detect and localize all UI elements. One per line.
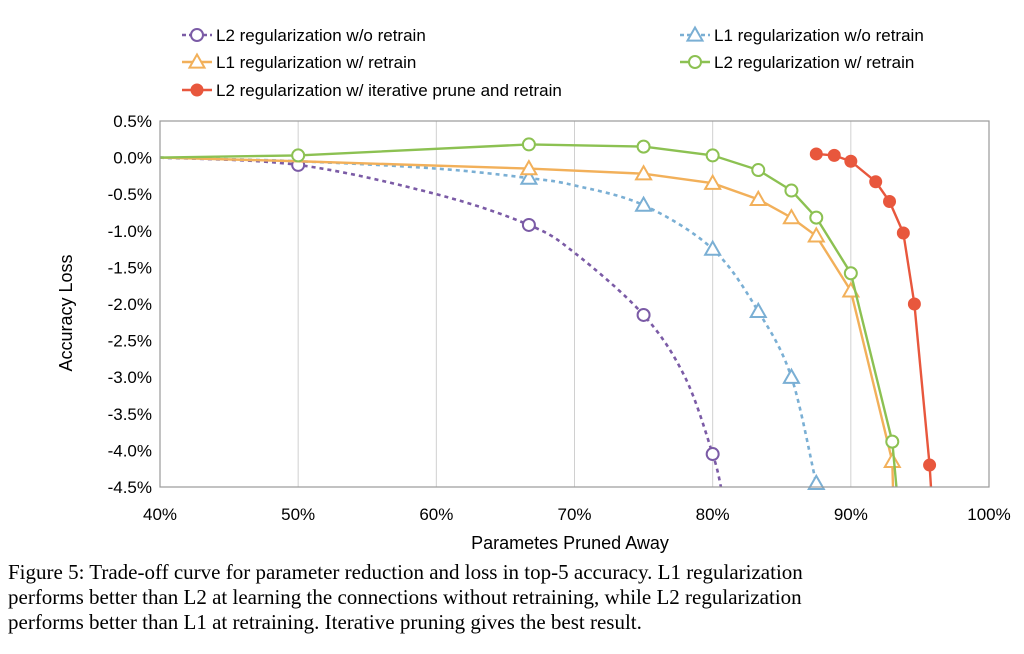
data-point	[751, 163, 766, 178]
data-point	[749, 189, 768, 206]
data-point	[883, 451, 902, 469]
data-point	[896, 226, 910, 240]
data-point	[827, 148, 841, 162]
chart-grid	[297, 121, 852, 487]
y-tick-label: 0.0%	[113, 149, 152, 168]
series-line	[160, 156, 723, 487]
data-point	[703, 239, 722, 256]
x-tick-label: 50%	[281, 505, 315, 524]
series-2	[160, 156, 826, 490]
legend-swatch-marker	[190, 83, 204, 97]
series-line	[816, 152, 933, 487]
y-tick-label: -1.5%	[108, 258, 152, 277]
y-tick-label: -2.0%	[108, 295, 152, 314]
y-tick-label: -3.0%	[108, 368, 152, 387]
chart-legend: L2 regularization w/o retrain L1 regulari…	[182, 25, 924, 100]
x-tick-label: 100%	[967, 505, 1010, 524]
plot-border	[159, 120, 990, 488]
series-line	[160, 156, 895, 487]
y-tick-label: -1.0%	[108, 222, 152, 241]
data-point	[636, 139, 651, 154]
figure-caption: Figure 5: Trade-off curve for parameter …	[8, 560, 1014, 635]
legend-item: L2 regularization w/o retrain	[182, 26, 426, 45]
x-tick-label: 40%	[143, 505, 177, 524]
series-line	[160, 156, 821, 487]
data-point	[923, 458, 937, 472]
x-axis-title: Parametes Pruned Away	[471, 533, 669, 553]
data-point	[634, 195, 653, 212]
y-axis-ticks: 0.5% 0.0% -0.5% -1.0% -1.5% -2.0% -2.5% -3.0% -3…	[108, 112, 152, 497]
legend-label: L1 regularization w/ retrain	[216, 53, 416, 72]
legend-swatch-marker	[187, 52, 207, 69]
data-point	[869, 175, 883, 189]
x-tick-label: 80%	[696, 505, 730, 524]
data-point	[703, 173, 722, 190]
caption-line-3: performs better than L1 at retraining. I…	[8, 610, 642, 634]
legend-swatch-marker	[685, 25, 705, 42]
data-point	[907, 297, 921, 311]
x-tick-label: 60%	[419, 505, 453, 524]
series-5	[809, 147, 937, 487]
x-axis-ticks: 40% 50% 60% 70% 80% 90% 100%	[143, 505, 1011, 524]
data-point	[519, 168, 539, 185]
data-point	[843, 266, 858, 281]
data-point	[809, 210, 824, 225]
y-axis-title: Accuracy Loss	[56, 254, 76, 371]
legend-item: L1 regularization w/ retrain	[182, 52, 416, 72]
chart-series	[160, 137, 937, 490]
y-tick-label: -0.5%	[108, 185, 152, 204]
caption-line-2: performs better than L2 at learning the …	[8, 585, 802, 609]
data-point	[705, 148, 720, 163]
caption-line-1: Figure 5: Trade-off curve for parameter …	[8, 560, 803, 584]
data-point	[291, 148, 306, 163]
y-tick-label: 0.5%	[113, 112, 152, 131]
data-point	[807, 226, 826, 243]
data-point	[784, 183, 799, 198]
data-point	[634, 164, 653, 181]
data-point	[807, 473, 826, 490]
data-point	[809, 147, 823, 161]
data-point	[844, 154, 858, 168]
legend-label: L2 regularization w/ retrain	[714, 53, 914, 72]
series-line	[160, 143, 898, 487]
data-point	[885, 434, 900, 449]
trade-off-chart: L2 regularization w/o retrain L1 regulari…	[56, 25, 1011, 553]
data-point	[519, 159, 539, 176]
legend-label: L1 regularization w/o retrain	[714, 26, 924, 45]
series-3	[160, 156, 902, 487]
data-point	[636, 307, 651, 322]
y-tick-label: -4.0%	[108, 441, 152, 460]
data-point	[883, 195, 897, 209]
legend-item: L2 regularization w/ iterative prune and…	[182, 81, 562, 100]
data-point	[521, 137, 536, 152]
data-point	[782, 208, 801, 225]
legend-label: L2 regularization w/o retrain	[216, 26, 426, 45]
legend-item: L1 regularization w/o retrain	[680, 25, 924, 45]
data-point	[705, 447, 720, 462]
legend-swatch-marker	[688, 55, 702, 69]
y-tick-label: -3.5%	[108, 405, 152, 424]
y-tick-label: -2.5%	[108, 332, 152, 351]
legend-item: L2 regularization w/ retrain	[680, 53, 914, 72]
legend-swatch-marker	[190, 28, 204, 42]
x-tick-label: 70%	[557, 505, 591, 524]
data-point	[782, 367, 801, 384]
data-point	[521, 217, 536, 232]
y-tick-label: -4.5%	[108, 478, 152, 497]
x-tick-label: 90%	[834, 505, 868, 524]
series-1	[160, 156, 723, 487]
legend-label: L2 regularization w/ iterative prune and…	[216, 81, 562, 100]
data-point	[749, 301, 768, 318]
series-4	[160, 137, 900, 487]
plot-frame	[159, 120, 990, 488]
